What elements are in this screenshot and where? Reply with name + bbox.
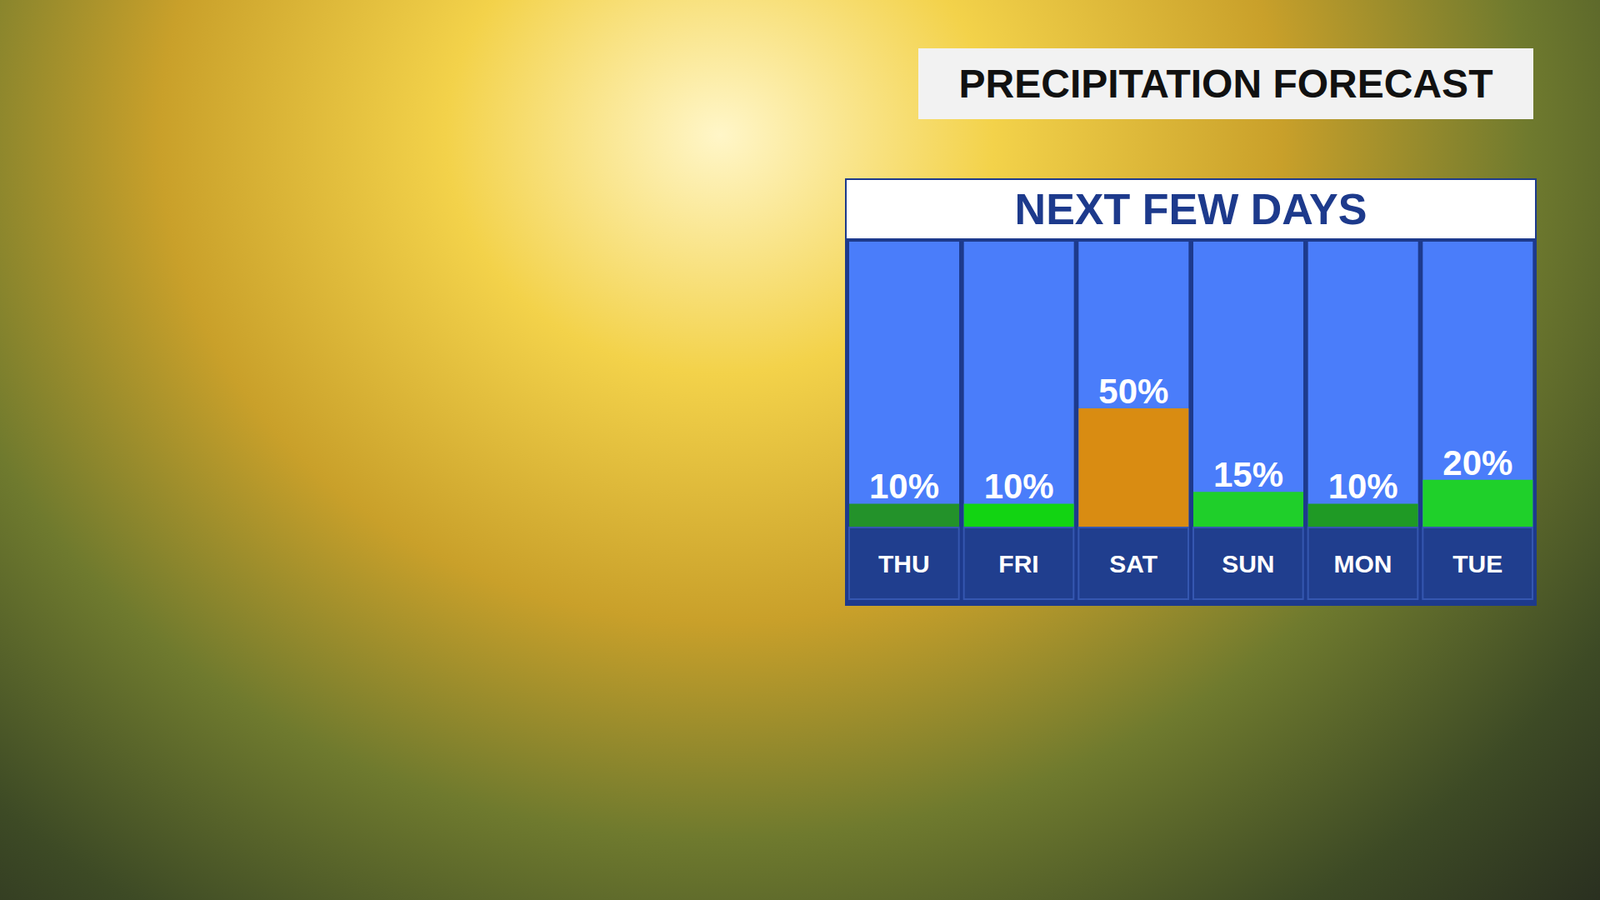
svg-text:15%: 15% <box>1213 455 1284 495</box>
svg-text:TUE: TUE <box>1452 550 1503 578</box>
html-text:PRECIPITATION FORECAST: PRECIPITATION FORECAST <box>958 61 1493 106</box>
svg-text:10%: 10% <box>1328 466 1399 506</box>
html-text:NEXT FEW DAYS: NEXT FEW DAYS <box>1014 185 1367 234</box>
svg-text:THU: THU <box>878 550 930 578</box>
svg-text:50%: 50% <box>1098 371 1169 411</box>
svg-text:SUN: SUN <box>1221 550 1275 578</box>
svg-text:MON: MON <box>1334 550 1393 578</box>
svg-text:FRI: FRI <box>998 550 1039 578</box>
svg-text:10%: 10% <box>869 466 940 506</box>
svg-text:SAT: SAT <box>1109 550 1158 578</box>
svg-text:20%: 20% <box>1442 443 1513 483</box>
svg-text:10%: 10% <box>984 466 1055 506</box>
